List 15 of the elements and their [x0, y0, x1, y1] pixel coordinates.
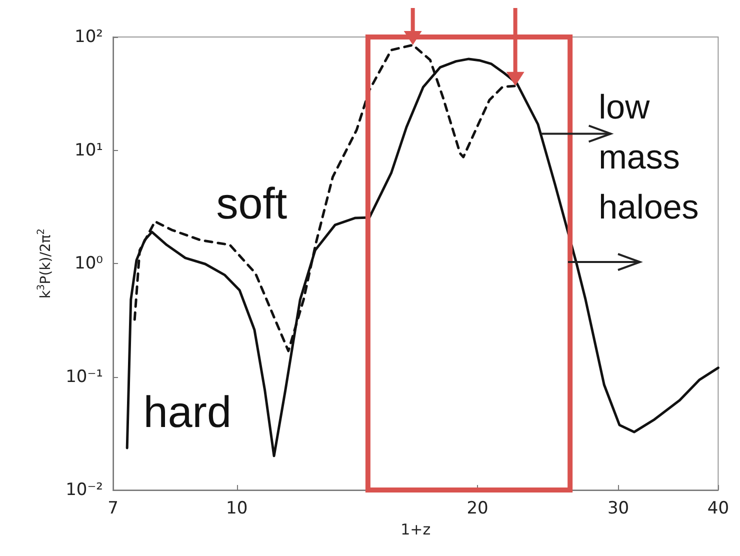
x-tick-label: 40	[707, 498, 730, 518]
y-tick-label: 10⁻²	[66, 480, 103, 500]
y-tick-label: 10²	[74, 27, 103, 47]
y-tick-label: 10⁰	[74, 254, 104, 274]
x-axis-title: 1+z	[400, 520, 431, 538]
series-label: soft	[216, 179, 288, 228]
y-tick-label: 10¹	[74, 140, 103, 160]
annotation: low mass haloes	[598, 88, 699, 226]
x-tick-label: 10	[226, 498, 248, 518]
y-axis-title: k3P(k)/2π2	[36, 228, 54, 299]
x-tick-label: 30	[607, 498, 630, 518]
y-tick-label: 10⁻¹	[66, 366, 103, 387]
x-tick-label: 7	[108, 498, 118, 518]
x-tick-label: 20	[466, 498, 488, 518]
series-label: hard	[143, 388, 232, 437]
